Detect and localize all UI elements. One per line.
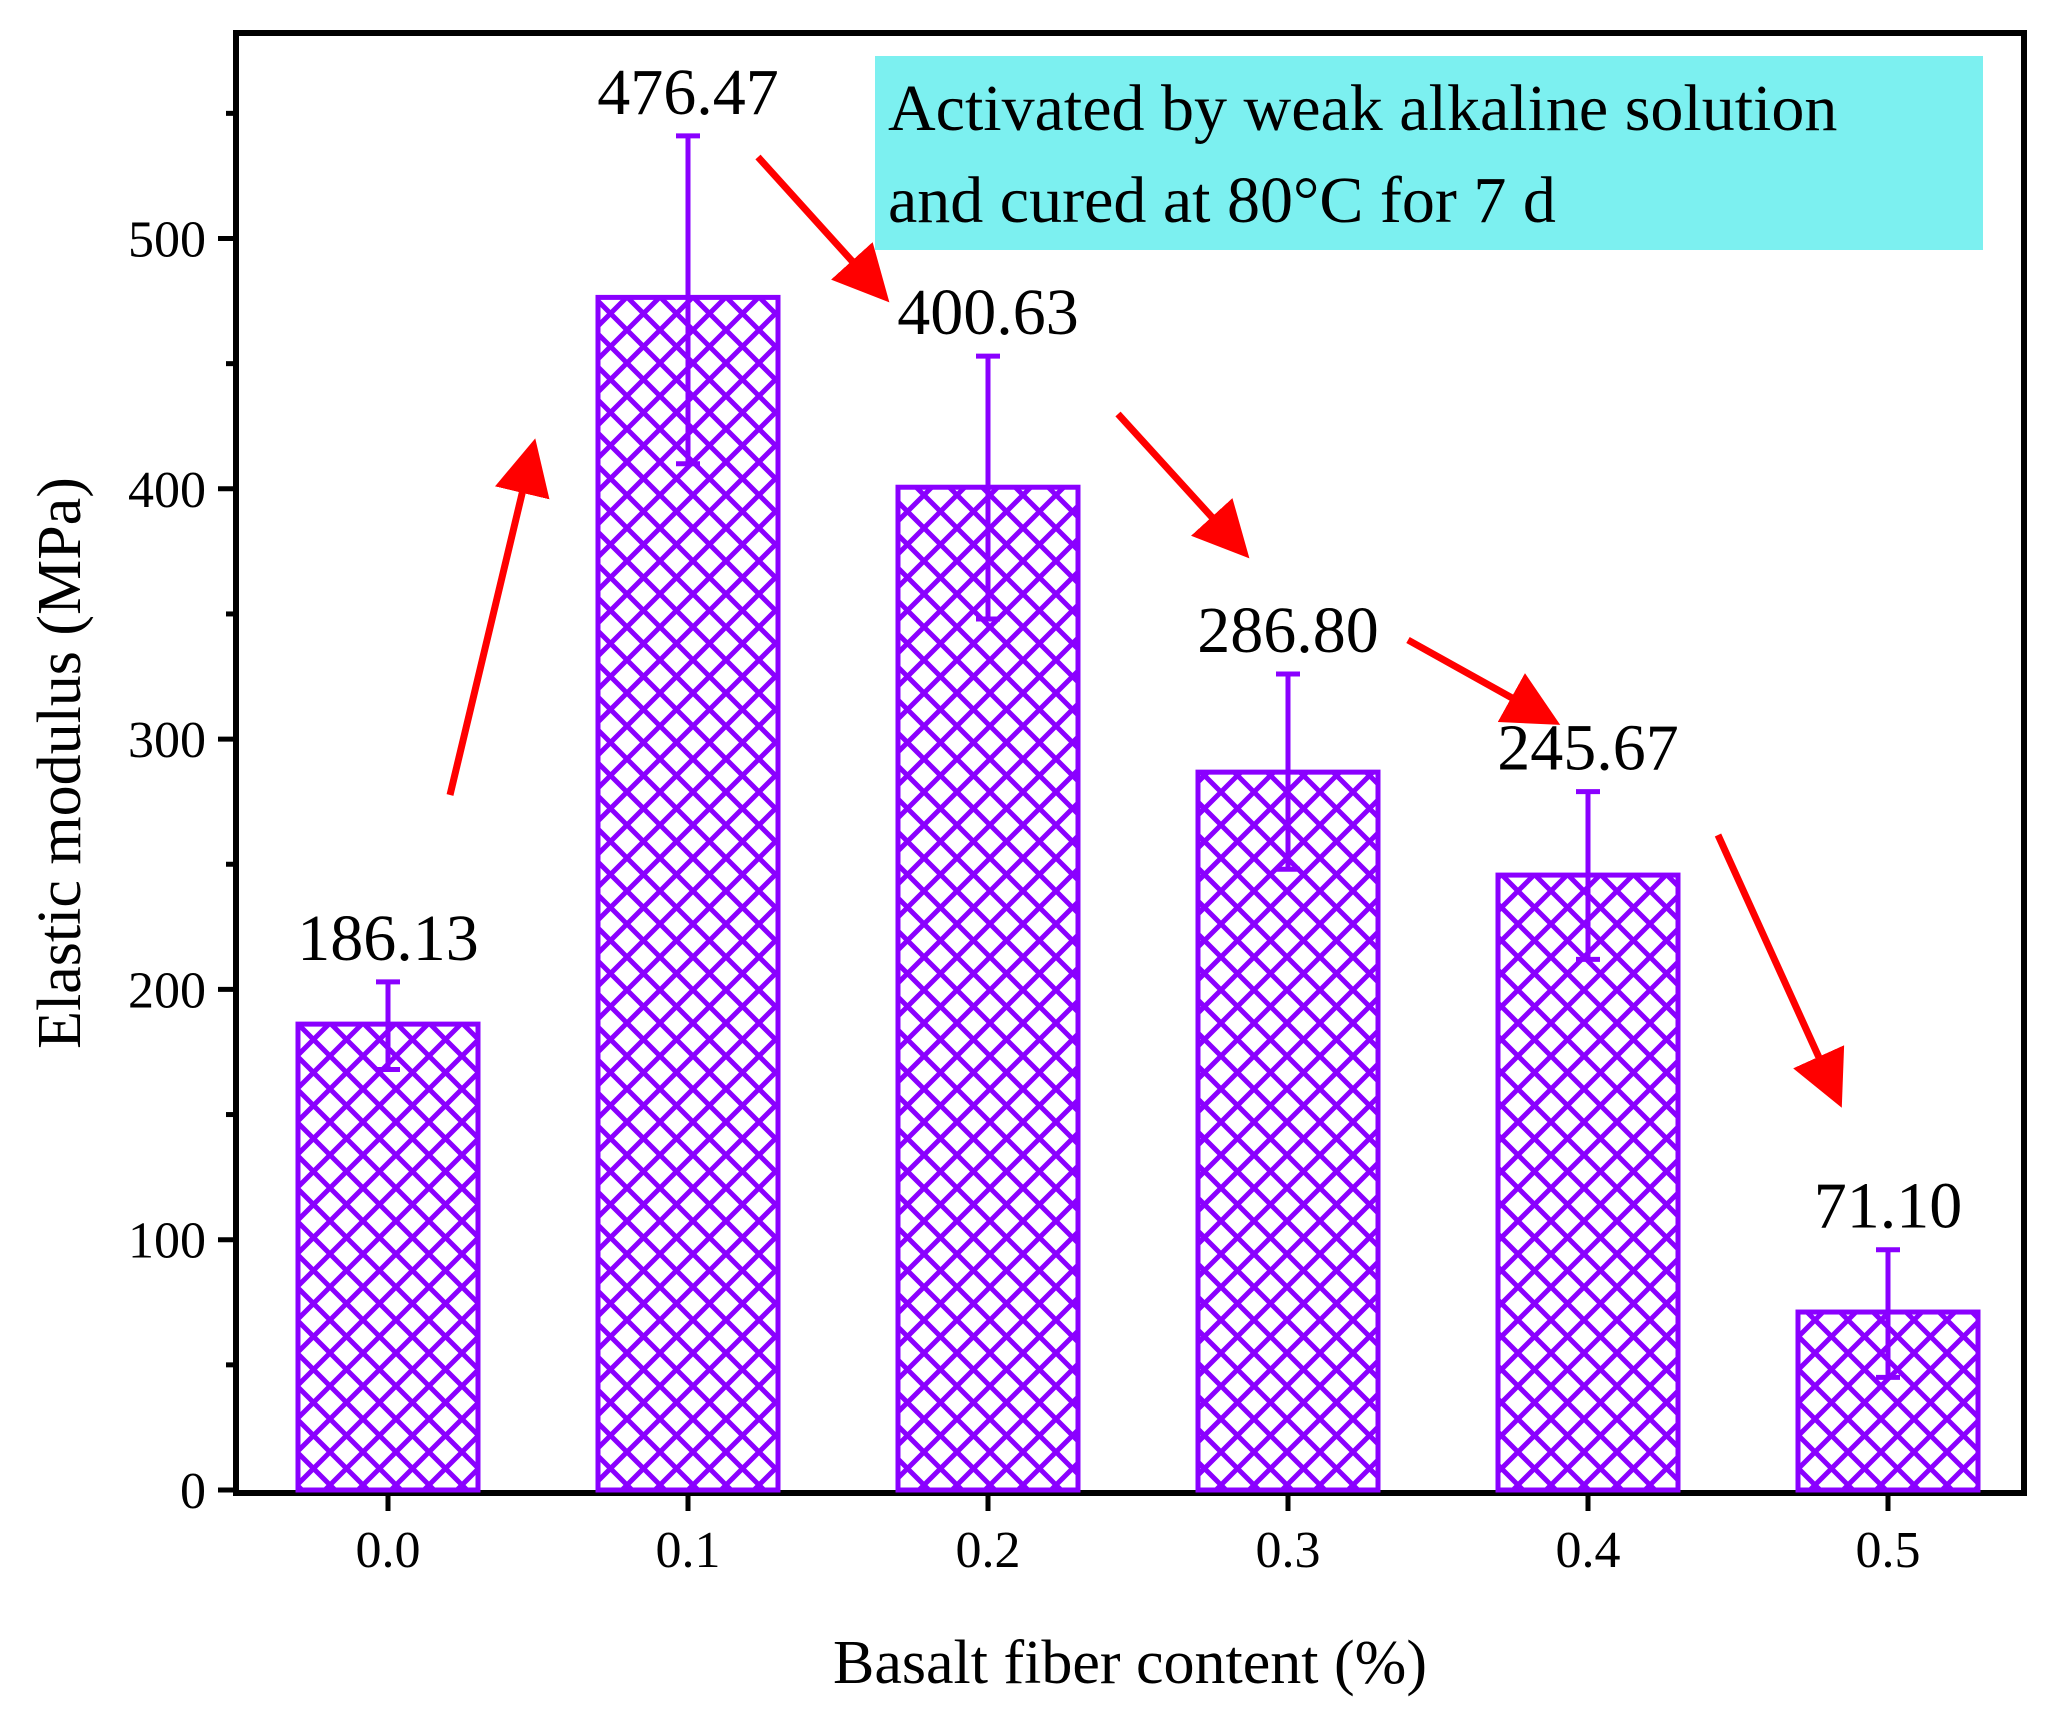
error-bar-0.3: [1276, 671, 1300, 872]
plot-frame: [233, 30, 2027, 1496]
trend-arrow-down: [1714, 833, 1845, 1108]
bar-0.0: [295, 1021, 481, 1493]
data-label-0.5: 71.10: [1814, 1170, 1963, 1243]
x-tick-label-0.3: 0.3: [1256, 1522, 1321, 1579]
y-tick-label: 300: [128, 712, 206, 769]
y-tick-label: 100: [128, 1213, 206, 1270]
error-bar-0.2: [976, 353, 1000, 622]
trend-arrow-down: [1406, 636, 1561, 725]
x-tick-label-0.1: 0.1: [656, 1522, 721, 1579]
error-bar-0.5: [1876, 1247, 1900, 1380]
error-bar-0.1: [676, 133, 700, 467]
bar-0.4: [1495, 872, 1681, 1493]
data-label-0.2: 400.63: [897, 276, 1079, 349]
x-tick-label-0.4: 0.4: [1556, 1522, 1621, 1579]
y-tick-label: 0: [180, 1463, 206, 1520]
trend-arrow-down: [1115, 411, 1250, 559]
annotation-line-2: and cured at 80°C for 7 d: [888, 164, 1556, 237]
trend-arrow-down: [755, 154, 890, 303]
data-label-0.0: 186.13: [297, 902, 479, 975]
x-tick-label-0.5: 0.5: [1856, 1522, 1921, 1579]
data-label-0.4: 245.67: [1497, 712, 1679, 785]
x-tick-label-0.0: 0.0: [356, 1522, 421, 1579]
y-tick-label: 500: [128, 212, 206, 269]
data-label-0.3: 286.80: [1197, 594, 1379, 667]
annotation-background: [875, 56, 1983, 250]
x-tick-label-0.2: 0.2: [956, 1522, 1021, 1579]
y-tick-label: 400: [128, 462, 206, 519]
trend-arrow-up: [446, 438, 550, 796]
error-bar-0.0: [376, 979, 400, 1072]
bar-0.3: [1195, 769, 1381, 1493]
bar-0.1: [595, 294, 781, 1493]
annotation-box: Activated by weak alkaline solution and …: [875, 56, 1983, 250]
bar-0.2: [895, 484, 1081, 1493]
y-axis-title: Elastic modulus (MPa): [26, 477, 94, 1049]
error-bar-0.4: [1576, 789, 1600, 962]
annotation-line-1: Activated by weak alkaline solution: [888, 72, 1837, 145]
x-axis-title: Basalt fiber content (%): [833, 1629, 1427, 1697]
data-label-0.1: 476.47: [597, 56, 779, 129]
y-tick-label: 200: [128, 962, 206, 1019]
